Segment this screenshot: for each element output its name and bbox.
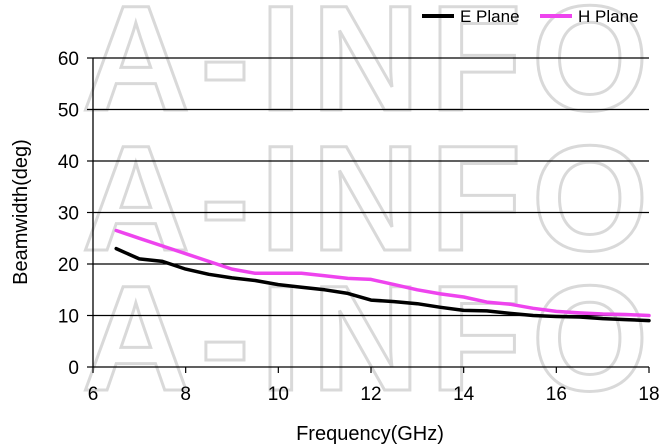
y-tick-label: 0 xyxy=(68,358,79,379)
tick-labels: 0 10 20 30 40 50 60 6 8 10 12 14 16 18 xyxy=(58,49,660,405)
y-tick-label: 60 xyxy=(58,49,79,70)
x-tick-label: 6 xyxy=(88,384,99,405)
y-tick-label: 10 xyxy=(58,307,79,328)
watermark-text-1: A-INFO xyxy=(82,0,659,142)
x-tick-label: 18 xyxy=(638,384,659,405)
x-tick-label: 16 xyxy=(546,384,567,405)
axes xyxy=(87,57,650,373)
x-tick-label: 12 xyxy=(360,384,381,405)
y-tick-label: 50 xyxy=(58,101,79,122)
y-tick-label: 40 xyxy=(58,152,79,173)
watermark: A-INFO A-INFO A-INFO xyxy=(80,0,659,424)
y-tick-label: 30 xyxy=(58,204,79,225)
series-line-e-plane xyxy=(114,246,651,323)
x-tick-label: 14 xyxy=(453,384,475,405)
watermark-text-3: A-INFO xyxy=(82,254,659,422)
watermark-text-2: A-INFO xyxy=(82,114,659,282)
legend-label: H Plane xyxy=(578,7,638,26)
y-axis-title: Beamwidth(deg) xyxy=(10,139,32,285)
series-lines xyxy=(114,228,651,323)
y-tick-label: 20 xyxy=(58,255,79,276)
legend-label: E Plane xyxy=(460,7,520,26)
x-axis-title: Frequency(GHz) xyxy=(296,423,444,445)
x-tick-label: 10 xyxy=(268,384,289,405)
legend: E Plane H Plane xyxy=(422,7,638,26)
x-tick-label: 8 xyxy=(180,384,191,405)
series-line-h-plane xyxy=(114,228,651,318)
